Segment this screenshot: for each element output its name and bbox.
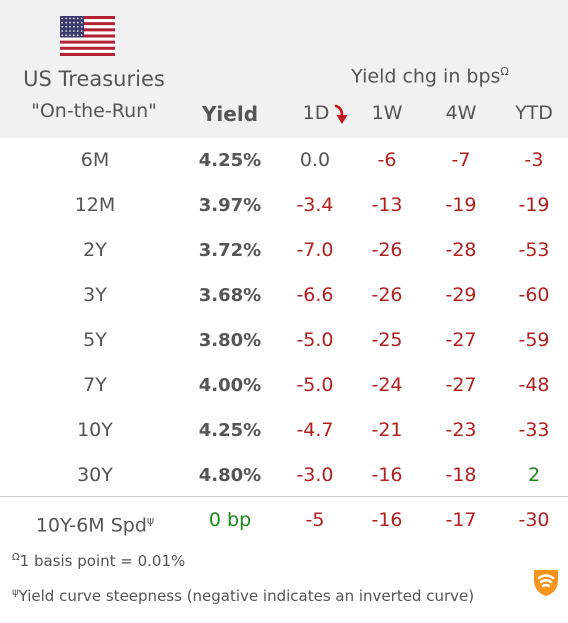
change-ytd-cell: -60 [518,284,550,306]
term-cell: 30Y [77,464,113,486]
table-row: 30Y 4.80% -3.0 -16 -18 2 [0,453,568,498]
yield-change-header: Yield chg in bpsΩ [300,65,560,87]
yield-cell: 4.25% [198,420,262,441]
change-1w-cell: -6 [377,149,397,171]
column-header-1w[interactable]: 1W [371,102,403,124]
yield-cell: 4.00% [198,375,262,396]
sort-down-arrow-icon[interactable] [333,104,351,126]
footnote-basis-point-text: 1 basis point = 0.01% [19,552,186,570]
term-cell: 5Y [83,329,107,351]
yield-cell: 4.25% [198,150,262,171]
table-row: 10Y 4.25% -4.7 -21 -23 -33 [0,408,568,453]
table-row: 2Y 3.72% -7.0 -26 -28 -53 [0,228,568,273]
table-row: 12M 3.97% -3.4 -13 -19 -19 [0,183,568,228]
spread-label: 10Y-6M Spdψ [10,498,180,543]
table-row: 3Y 3.68% -6.6 -26 -29 -60 [0,273,568,318]
change-1d-cell: -3.0 [296,464,334,486]
table-row: 6M 4.25% 0.0 -6 -7 -3 [0,138,568,183]
column-header-4w[interactable]: 4W [445,102,477,124]
change-1d-cell: -3.4 [296,194,334,216]
term-cell: 10Y [77,419,113,441]
change-ytd-cell: -53 [518,239,550,261]
spread-4w: -17 [445,509,477,531]
yield-cell: 3.97% [198,195,262,216]
term-cell: 2Y [83,239,107,261]
change-ytd-cell: -3 [524,149,544,171]
change-ytd-cell: -33 [518,419,550,441]
footnote-steepness: ψYield curve steepness (negative indicat… [12,587,474,605]
change-4w-cell: -27 [445,329,477,351]
table-row: 5Y 3.80% -5.0 -25 -27 -59 [0,318,568,363]
change-1d-cell: -5.0 [296,374,334,396]
column-header-1d[interactable]: 1D [302,102,330,124]
spread-1w: -16 [371,509,403,531]
spread-row: 10Y-6M Spdψ 0 bp -5 -16 -17 -30 [0,498,568,543]
term-cell: 6M [80,149,110,171]
change-1w-cell: -25 [371,329,403,351]
change-ytd-cell: -59 [518,329,550,351]
divider [0,496,568,497]
change-ytd-cell: -19 [518,194,550,216]
spread-yield: 0 bp [208,509,252,531]
term-cell: 3Y [83,284,107,306]
psi-footnote-symbol: ψ [12,587,19,598]
footnote-basis-point: Ω1 basis point = 0.01% [12,552,185,570]
table-header: US Treasuries "On-the-Run" Yield Yield c… [0,0,568,138]
change-4w-cell: -7 [451,149,471,171]
change-1w-cell: -26 [371,239,403,261]
column-header-ytd[interactable]: YTD [515,102,553,124]
omega-footnote-symbol: Ω [12,552,20,563]
term-cell: 12M [74,194,116,216]
spread-1d: -5 [305,509,325,531]
change-1d-cell: -6.6 [296,284,334,306]
change-4w-cell: -29 [445,284,477,306]
change-1w-cell: -16 [371,464,403,486]
yield-change-label: Yield chg in bps [351,65,501,88]
yield-cell: 4.80% [198,465,262,486]
change-1d-cell: -5.0 [296,329,334,351]
change-1d-cell: -4.7 [296,419,334,441]
footnote-steepness-text: Yield curve steepness (negative indicate… [18,587,475,605]
change-4w-cell: -19 [445,194,477,216]
change-ytd-cell: 2 [527,464,541,486]
spread-label-text: 10Y-6M Spd [35,514,147,537]
omega-footnote-marker: Ω [500,65,509,78]
yield-column-header[interactable]: Yield [201,102,259,126]
brand-logo-icon[interactable] [530,566,562,598]
yield-cell: 3.72% [198,240,262,261]
change-ytd-cell: -48 [518,374,550,396]
change-1w-cell: -21 [371,419,403,441]
yield-cell: 3.80% [198,330,262,351]
change-4w-cell: -28 [445,239,477,261]
change-4w-cell: -27 [445,374,477,396]
table-title: US Treasuries [23,67,165,91]
change-1d-cell: -7.0 [296,239,334,261]
change-4w-cell: -23 [445,419,477,441]
change-1w-cell: -24 [371,374,403,396]
us-flag-icon [60,16,115,56]
change-4w-cell: -18 [445,464,477,486]
change-1w-cell: -26 [371,284,403,306]
term-cell: 7Y [83,374,107,396]
spread-ytd: -30 [518,509,550,531]
change-1w-cell: -13 [371,194,403,216]
change-1d-cell: 0.0 [299,149,331,171]
table-subtitle: "On-the-Run" [31,100,157,122]
table-row: 7Y 4.00% -5.0 -24 -27 -48 [0,363,568,408]
psi-footnote-marker: ψ [146,514,155,527]
yield-cell: 3.68% [198,285,262,306]
